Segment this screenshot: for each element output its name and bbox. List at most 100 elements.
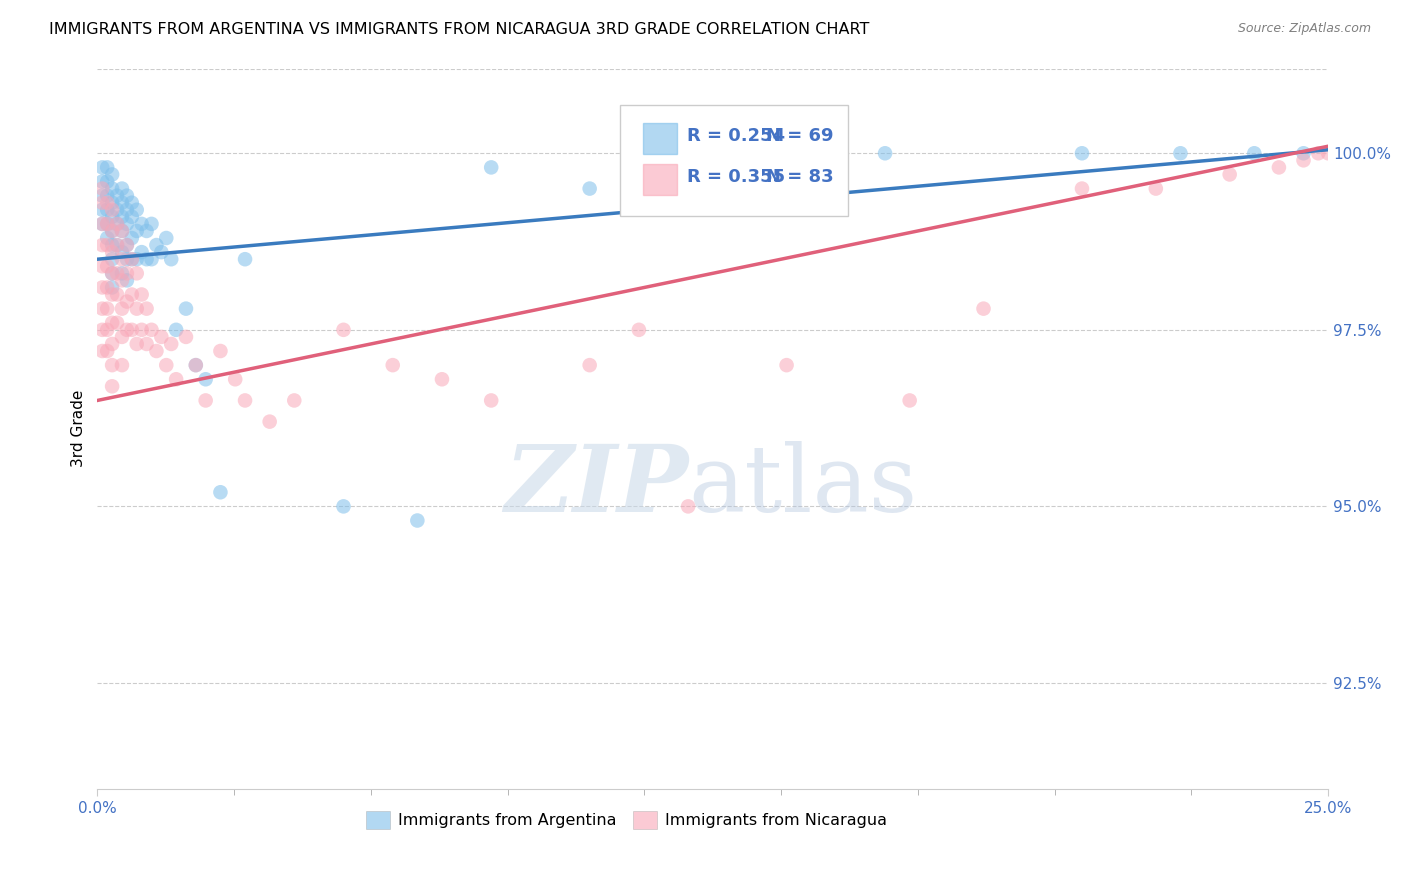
Point [101, 195, 124, 210]
Point [101, 238, 124, 252]
Point [1317, 146, 1340, 161]
Point [1308, 146, 1330, 161]
Point [115, 323, 138, 337]
Point [578, 181, 600, 195]
Point [96, 231, 118, 245]
Point [121, 252, 143, 267]
Point [111, 224, 134, 238]
Point [131, 245, 153, 260]
Point [135, 301, 157, 316]
Point [145, 238, 167, 252]
Text: atlas: atlas [688, 442, 917, 532]
Point [101, 266, 124, 280]
Point [96, 188, 118, 202]
Point [105, 266, 128, 280]
Point [96, 344, 118, 359]
Point [381, 358, 404, 372]
Point [209, 485, 232, 500]
Point [194, 393, 217, 408]
Text: R = 0.254: R = 0.254 [688, 127, 785, 145]
Point [578, 358, 600, 372]
Text: N = 69: N = 69 [766, 127, 834, 145]
Point [174, 330, 197, 344]
Point [125, 224, 148, 238]
Point [233, 393, 256, 408]
Point [91, 280, 114, 294]
Point [96, 174, 118, 188]
Point [101, 168, 124, 182]
Point [111, 301, 134, 316]
Point [105, 238, 128, 252]
Point [174, 301, 197, 316]
Point [105, 316, 128, 330]
Point [1292, 153, 1315, 168]
Point [91, 301, 114, 316]
Point [131, 323, 153, 337]
Point [91, 238, 114, 252]
Point [873, 146, 896, 161]
Point [125, 337, 148, 351]
Point [165, 323, 187, 337]
Point [141, 217, 163, 231]
Point [91, 161, 114, 175]
FancyBboxPatch shape [620, 104, 848, 216]
Point [125, 202, 148, 217]
Point [111, 181, 134, 195]
Point [115, 294, 138, 309]
Point [111, 195, 134, 210]
Point [775, 358, 797, 372]
Point [105, 188, 128, 202]
Point [101, 287, 124, 301]
Point [209, 344, 232, 359]
Point [973, 301, 995, 316]
Point [150, 245, 173, 260]
Point [101, 245, 124, 260]
Point [115, 188, 138, 202]
Point [155, 231, 177, 245]
Point [131, 287, 153, 301]
Point [115, 266, 138, 280]
Point [111, 224, 134, 238]
Point [135, 252, 157, 267]
Point [115, 238, 138, 252]
Point [898, 393, 921, 408]
Point [131, 217, 153, 231]
Point [111, 273, 134, 287]
Point [101, 181, 124, 195]
Point [676, 500, 699, 514]
Point [141, 323, 163, 337]
Point [101, 224, 124, 238]
Point [101, 266, 124, 280]
Point [91, 323, 114, 337]
Y-axis label: 3rd Grade: 3rd Grade [72, 390, 86, 467]
Point [111, 330, 134, 344]
Point [224, 372, 246, 386]
Point [101, 224, 124, 238]
Point [1243, 146, 1265, 161]
Point [96, 301, 118, 316]
Point [96, 217, 118, 231]
Point [91, 181, 114, 195]
Point [121, 210, 143, 224]
Point [91, 217, 114, 231]
Point [121, 287, 143, 301]
Point [406, 514, 429, 528]
Point [1144, 181, 1167, 195]
Point [259, 415, 281, 429]
Point [111, 245, 134, 260]
Point [184, 358, 207, 372]
Point [96, 195, 118, 210]
Point [115, 273, 138, 287]
Point [91, 195, 114, 210]
Point [115, 202, 138, 217]
Point [96, 260, 118, 274]
Point [155, 358, 177, 372]
Point [101, 316, 124, 330]
Point [111, 210, 134, 224]
Text: ZIP: ZIP [503, 442, 688, 532]
Point [101, 358, 124, 372]
Point [1268, 161, 1291, 175]
Point [96, 217, 118, 231]
Point [121, 195, 143, 210]
Text: Source: ZipAtlas.com: Source: ZipAtlas.com [1237, 22, 1371, 36]
